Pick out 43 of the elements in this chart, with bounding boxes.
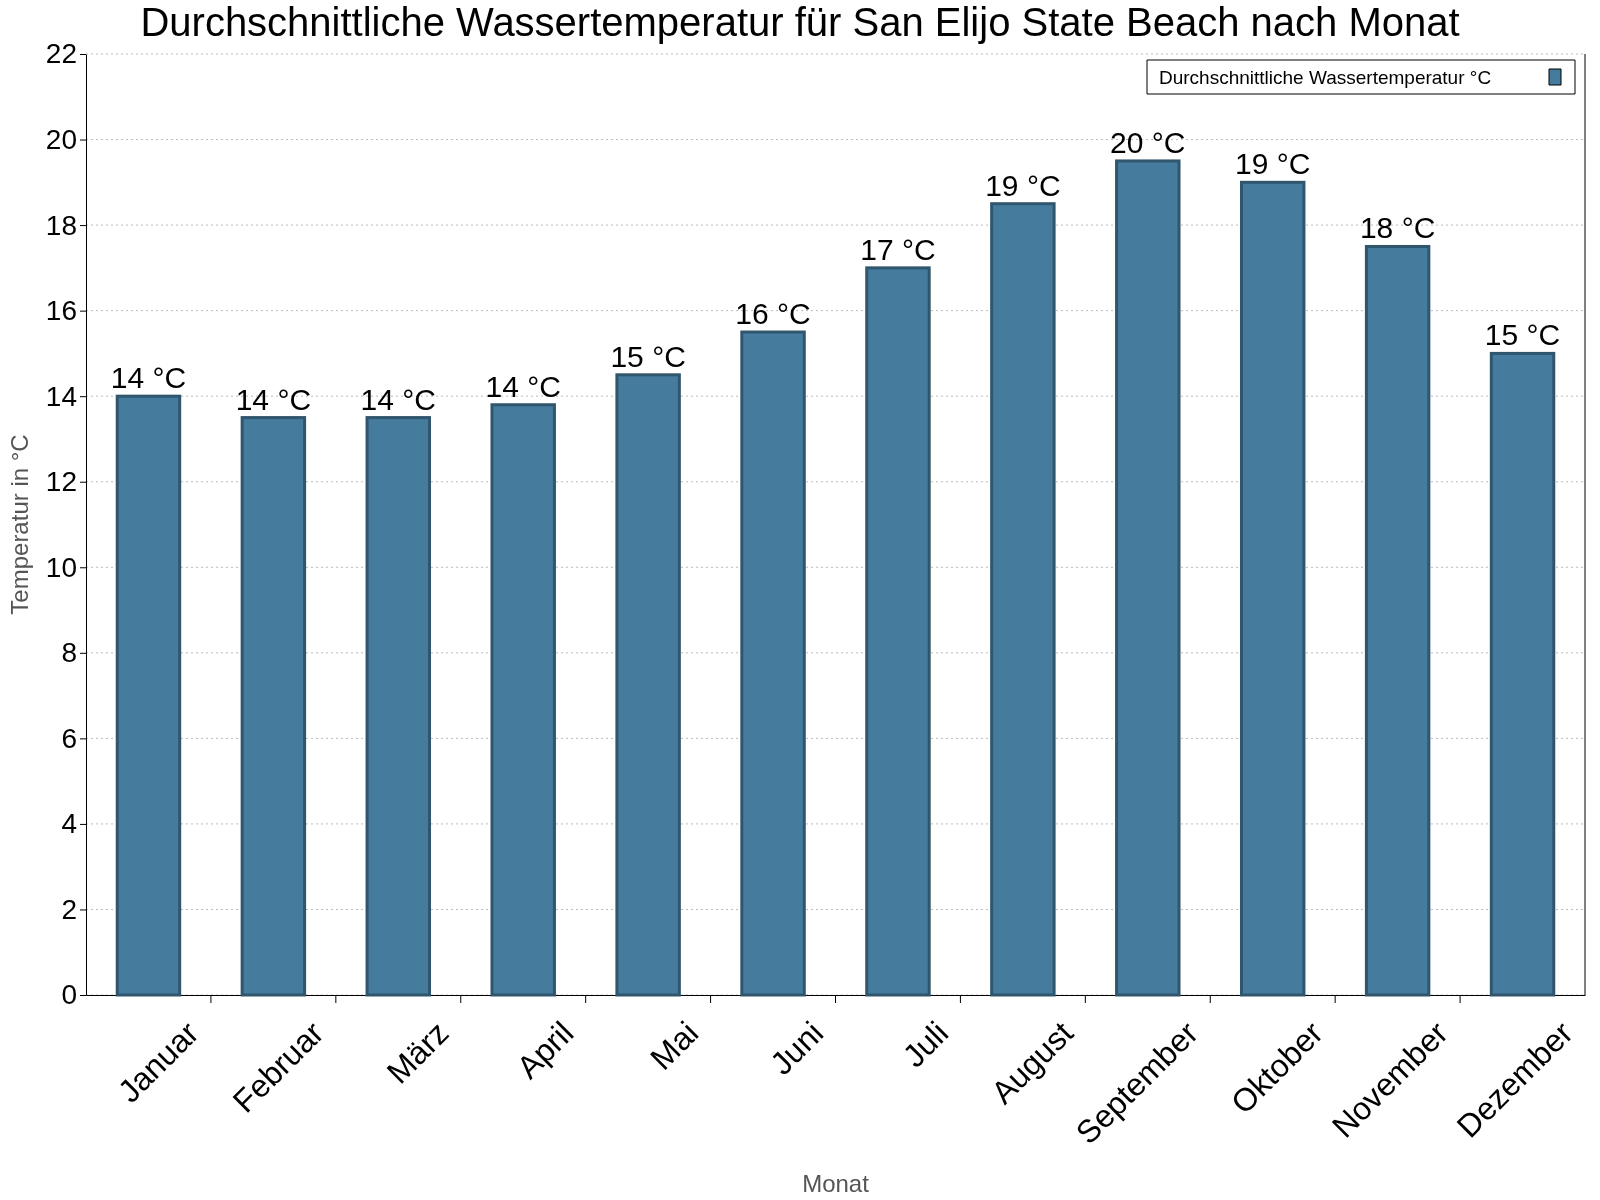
x-tick-label: Mai [643,1014,706,1077]
legend: Durchschnittliche Wassertemperatur °C [1146,59,1576,95]
data-label: 19 °C [985,168,1061,202]
bar [615,373,681,997]
y-tick-label: 10 [45,551,77,583]
data-label: 20 °C [1110,125,1186,159]
x-tick-label: Juli [895,1014,956,1075]
y-tick-label: 18 [45,209,77,241]
y-tick-label: 8 [61,637,77,669]
bar [1115,159,1181,997]
data-label: 15 °C [1484,318,1561,352]
data-label: 14 °C [360,382,436,416]
data-label: 15 °C [610,339,686,373]
data-label: 14 °C [485,369,561,403]
bar [990,202,1056,997]
y-tick-label: 0 [61,979,77,1011]
y-tick-label: 12 [45,466,77,498]
bar [240,416,307,997]
y-tick-label: 14 [45,380,77,412]
bar [490,403,556,997]
bar [1364,244,1431,997]
bar [740,330,806,997]
data-label: 19 °C [1235,147,1311,181]
y-tick-label: 2 [61,893,77,925]
y-tick-label: 20 [45,124,77,156]
y-tick-label: 22 [45,38,77,70]
x-axis-title: Monat [802,1170,870,1197]
data-label: 16 °C [735,297,811,331]
y-tick-label: 4 [61,808,77,840]
bar [1489,351,1556,997]
y-axis-title: Temperatur in °C [6,434,33,615]
chart-title: Durchschnittliche Wassertemperatur für San Elijo State Beach nach Monat [140,0,1460,44]
data-label: 14 °C [235,382,312,416]
data-label: 18 °C [1359,211,1436,245]
bar [865,266,931,997]
bar [365,416,432,997]
data-label: 14 °C [110,361,187,395]
y-tick-label: 16 [45,295,77,327]
bar [115,394,182,997]
y-tick-label: 6 [61,722,77,754]
data-label: 17 °C [860,232,936,266]
x-tick-label: Juni [763,1014,831,1082]
bar [1239,180,1306,997]
